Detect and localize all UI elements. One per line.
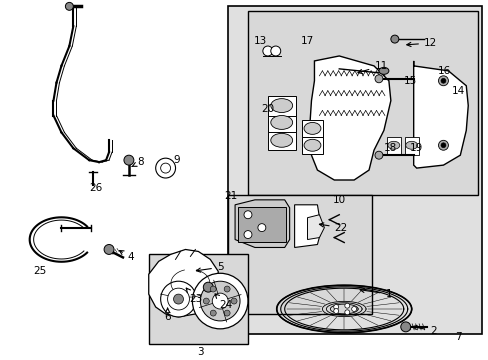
Circle shape (224, 310, 230, 316)
Bar (301, 137, 323, 154)
Text: 24: 24 (215, 294, 232, 310)
Text: 11: 11 (357, 61, 387, 73)
Text: 9: 9 (173, 155, 180, 165)
Circle shape (400, 322, 410, 332)
Circle shape (344, 303, 349, 308)
Ellipse shape (304, 139, 320, 151)
Circle shape (351, 306, 356, 311)
Circle shape (167, 288, 189, 310)
Text: 2: 2 (412, 325, 436, 336)
Text: 5: 5 (196, 262, 223, 272)
Circle shape (161, 281, 196, 317)
Bar (267, 130, 295, 150)
Circle shape (192, 273, 247, 329)
Circle shape (210, 286, 216, 292)
Bar (404, 137, 418, 155)
Text: 21: 21 (224, 191, 237, 201)
Circle shape (200, 281, 240, 321)
Text: 25: 25 (33, 266, 46, 276)
Ellipse shape (378, 67, 388, 74)
Circle shape (161, 163, 170, 173)
Text: 4: 4 (119, 251, 134, 262)
Circle shape (203, 282, 213, 292)
Circle shape (440, 143, 445, 148)
Circle shape (244, 231, 251, 239)
Polygon shape (148, 249, 218, 317)
Ellipse shape (304, 122, 320, 134)
Circle shape (344, 310, 349, 315)
Text: 8: 8 (132, 157, 144, 167)
Text: 16: 16 (437, 66, 450, 76)
Text: 17: 17 (300, 36, 313, 46)
Circle shape (155, 158, 175, 178)
Circle shape (244, 211, 251, 219)
Circle shape (270, 46, 280, 56)
Circle shape (438, 76, 447, 86)
Text: 15: 15 (403, 76, 416, 86)
Circle shape (224, 286, 230, 292)
Text: 3: 3 (197, 347, 203, 357)
Text: 12: 12 (406, 38, 436, 48)
Ellipse shape (270, 99, 292, 113)
Bar (238, 207, 285, 242)
Text: 13: 13 (254, 36, 267, 46)
Text: 14: 14 (451, 86, 464, 96)
Circle shape (333, 309, 338, 314)
Text: 6: 6 (164, 308, 171, 322)
Circle shape (104, 244, 114, 255)
Circle shape (440, 78, 445, 83)
Text: 18: 18 (384, 143, 397, 153)
Circle shape (263, 46, 272, 56)
Polygon shape (309, 56, 390, 180)
Bar (228, 195, 371, 314)
Polygon shape (307, 215, 324, 239)
Circle shape (257, 224, 265, 231)
Circle shape (123, 155, 134, 165)
Bar (386, 137, 400, 155)
Text: 1: 1 (359, 288, 391, 299)
Text: 7: 7 (454, 332, 461, 342)
Circle shape (210, 310, 216, 316)
Circle shape (333, 305, 338, 310)
Ellipse shape (405, 141, 417, 149)
Ellipse shape (390, 35, 398, 43)
Circle shape (65, 3, 73, 10)
Bar (247, 11, 477, 195)
Circle shape (374, 151, 382, 159)
Ellipse shape (270, 133, 292, 147)
Bar (148, 255, 247, 344)
Circle shape (203, 298, 209, 304)
Polygon shape (294, 205, 321, 247)
Bar (267, 96, 295, 116)
Ellipse shape (387, 141, 399, 149)
Bar (267, 113, 295, 132)
Text: 19: 19 (409, 143, 423, 153)
Circle shape (231, 298, 237, 304)
Text: 26: 26 (89, 183, 102, 193)
Circle shape (374, 75, 382, 83)
Text: 20: 20 (261, 104, 274, 113)
Polygon shape (413, 61, 468, 168)
Ellipse shape (270, 116, 292, 129)
Text: 23: 23 (186, 288, 202, 304)
Text: 22: 22 (319, 222, 347, 233)
Circle shape (212, 293, 228, 309)
Bar (228, 6, 481, 334)
Polygon shape (235, 200, 289, 247)
Circle shape (173, 294, 183, 304)
Bar (301, 121, 323, 137)
Circle shape (438, 140, 447, 150)
Text: 10: 10 (332, 195, 345, 205)
